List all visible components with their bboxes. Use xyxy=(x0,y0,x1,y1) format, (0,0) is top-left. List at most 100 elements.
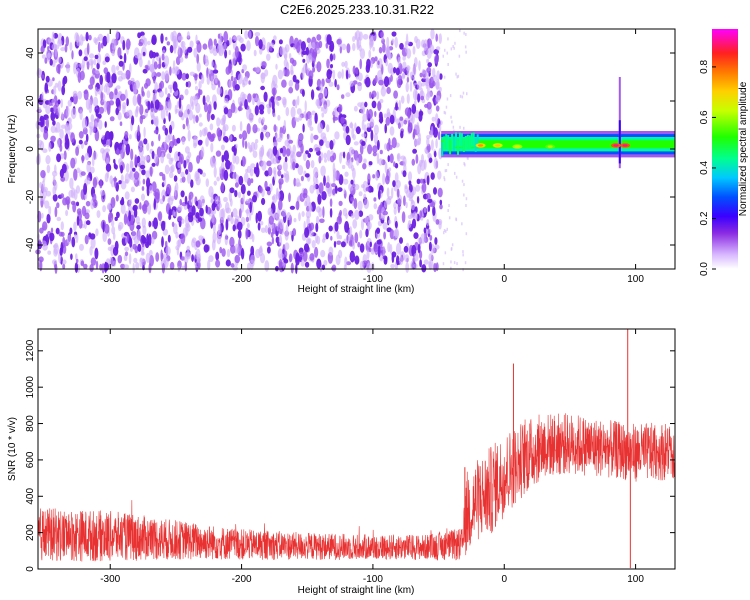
noise-cell xyxy=(165,110,169,117)
noise-cell xyxy=(383,231,386,240)
noise-cell xyxy=(372,152,377,157)
noise-cell xyxy=(45,75,50,83)
noise-cell xyxy=(260,131,264,141)
noise-cell xyxy=(90,60,94,70)
noise-cell xyxy=(377,189,381,200)
noise-cell xyxy=(348,228,351,240)
signal-hotspot xyxy=(495,144,501,147)
noise-cell xyxy=(199,195,205,207)
noise-cell xyxy=(326,34,332,45)
noise-cell xyxy=(326,149,331,162)
noise-cell xyxy=(458,54,461,58)
noise-cell xyxy=(465,197,468,201)
noise-cell xyxy=(236,35,242,41)
noise-cell xyxy=(426,228,432,234)
noise-cell xyxy=(266,160,272,167)
noise-cell xyxy=(61,85,66,96)
noise-cell xyxy=(260,227,266,233)
noise-cell xyxy=(389,126,395,136)
noise-cell xyxy=(419,72,423,78)
noise-cell xyxy=(258,104,265,111)
noise-cell xyxy=(314,246,319,258)
noise-cell xyxy=(228,37,232,45)
noise-cell xyxy=(425,78,429,90)
noise-cell xyxy=(320,106,324,112)
noise-cell xyxy=(239,121,243,132)
noise-cell xyxy=(337,187,343,193)
noise-cell xyxy=(111,50,115,57)
noise-cell xyxy=(119,55,123,60)
noise-cell xyxy=(279,219,284,230)
noise-cell xyxy=(435,113,439,125)
noise-cell xyxy=(443,75,446,79)
noise-cell xyxy=(202,43,208,50)
noise-cell xyxy=(120,164,124,174)
noise-cell xyxy=(114,216,118,221)
noise-cell xyxy=(250,163,256,169)
noise-cell xyxy=(234,254,241,264)
noise-cell xyxy=(87,177,91,185)
noise-cell xyxy=(61,163,67,174)
noise-cell xyxy=(132,83,138,96)
noise-cell xyxy=(245,168,249,174)
noise-cell xyxy=(102,205,106,213)
noise-cell xyxy=(328,225,333,232)
noise-cell xyxy=(111,39,115,51)
noise-cell xyxy=(281,79,287,88)
noise-cell xyxy=(151,162,156,167)
noise-cell xyxy=(71,236,76,248)
x-tick-label: 100 xyxy=(627,274,644,285)
noise-cell xyxy=(99,189,106,196)
noise-cell xyxy=(159,172,164,177)
snr-x-axis: -300 -200 -100 0 100 xyxy=(100,329,644,585)
noise-cell xyxy=(69,227,73,235)
noise-cell xyxy=(307,153,312,158)
noise-cell xyxy=(363,198,369,210)
noise-cell xyxy=(165,36,168,41)
noise-cell xyxy=(376,91,380,100)
noise-cell xyxy=(389,153,394,164)
noise-cell xyxy=(137,124,140,137)
noise-cell xyxy=(72,90,78,97)
noise-cell xyxy=(284,229,289,241)
noise-cell xyxy=(141,186,145,191)
noise-cell xyxy=(101,263,105,274)
noise-cell xyxy=(431,116,436,122)
noise-cell xyxy=(360,107,365,115)
noise-cell xyxy=(398,256,404,266)
noise-cell xyxy=(186,104,192,115)
noise-cell xyxy=(368,49,372,59)
colorbar: 0.0 0.2 0.4 0.6 0.8 Normalized spectral ampl… xyxy=(699,29,749,276)
noise-cell xyxy=(217,223,222,236)
noise-cell xyxy=(84,152,90,161)
noise-cell xyxy=(91,155,95,167)
noise-cell xyxy=(184,195,188,205)
noise-cell xyxy=(189,71,195,77)
noise-cell xyxy=(169,45,174,54)
noise-cell xyxy=(288,53,292,59)
noise-cell xyxy=(196,53,200,64)
noise-cell xyxy=(464,261,467,265)
noise-cell xyxy=(425,192,431,201)
noise-cell xyxy=(382,210,389,216)
noise-cell xyxy=(223,150,229,162)
signal-hotspot xyxy=(613,144,619,147)
noise-cell xyxy=(117,76,123,82)
noise-cell xyxy=(241,79,245,85)
noise-cell xyxy=(179,198,182,206)
noise-cell xyxy=(50,227,54,234)
noise-cell xyxy=(164,140,167,151)
noise-cell xyxy=(248,80,251,85)
noise-cell xyxy=(322,104,328,115)
noise-cell xyxy=(306,37,312,44)
noise-cell xyxy=(188,214,194,223)
noise-cell xyxy=(144,155,150,161)
noise-cell xyxy=(177,45,181,56)
noise-cell xyxy=(89,76,95,86)
noise-cell xyxy=(400,95,405,104)
noise-cell xyxy=(223,98,229,104)
signal-cell xyxy=(472,132,475,147)
noise-cell xyxy=(215,150,222,157)
noise-cell xyxy=(39,227,44,234)
